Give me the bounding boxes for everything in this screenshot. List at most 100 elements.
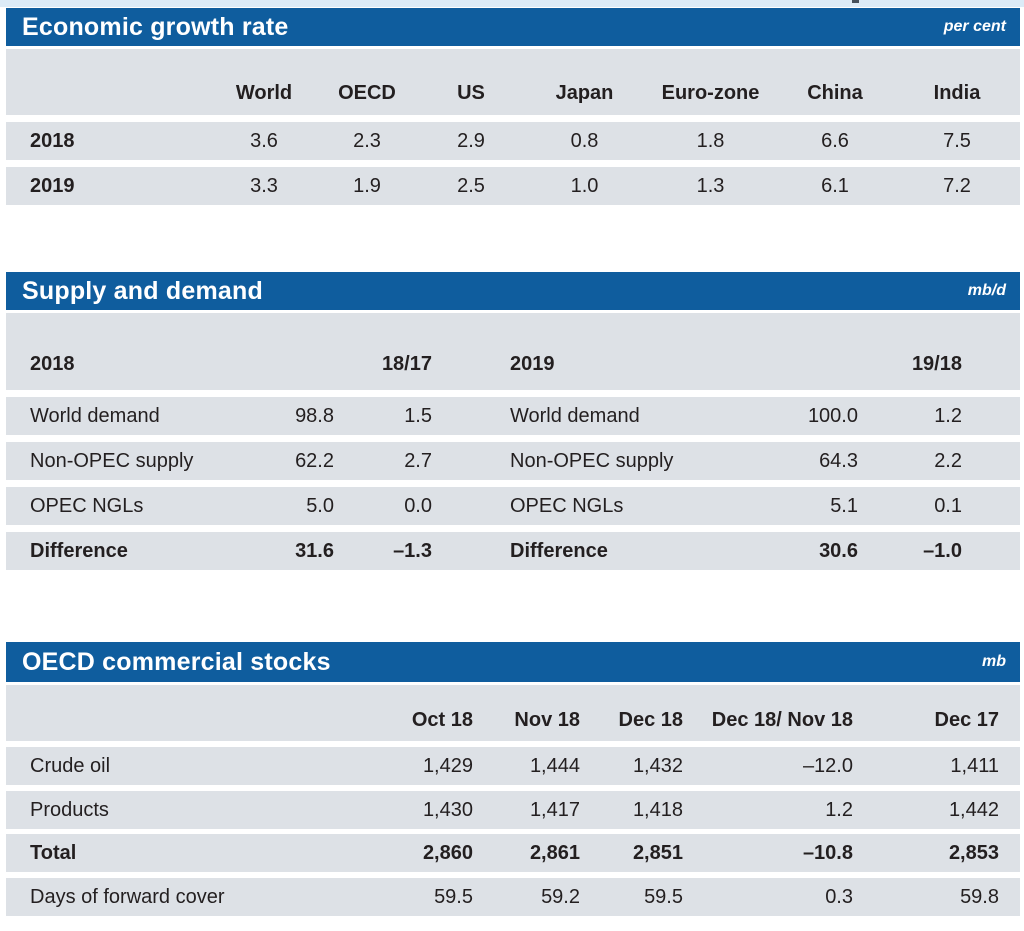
row-label: OPEC NGLs [510,494,624,517]
table-row-2018: 2018 3.6 2.3 2.9 0.8 1.8 6.6 7.5 [6,122,1020,160]
table-unit-label: mb/d [967,282,1006,299]
column-header-row: Oct 18 Nov 18 Dec 18 Dec 18/ Nov 18 Dec … [6,685,1020,741]
table-row-non-opec-supply: Non-OPEC supply 62.2 2.7 Non-OPEC supply… [6,442,1020,480]
cell-dec18-nov18: –12.0 [802,754,853,777]
row-label: Crude oil [30,754,111,777]
table-unit-label: per cent [943,18,1006,35]
economic-growth-table: Economic growth rate per cent World OECD… [6,8,1020,205]
column-header-dec-18: Dec 18 [618,709,684,731]
table-unit-label: mb [982,653,1006,670]
cell-2019-value: 5.1 [830,494,858,517]
cell-2018-value: 31.6 [295,539,334,562]
column-header-oct-18: Oct 18 [411,709,473,731]
cell-india: 7.2 [943,174,971,197]
cell-japan: 1.0 [570,174,599,197]
cell-dec-17: 2,853 [948,841,999,864]
cell-oct-18: 59.5 [434,885,473,908]
table-title: Economic growth rate [22,12,289,41]
cell-19-18-change: 1.2 [934,404,962,427]
column-header-china: China [807,82,863,104]
cell-18-17-change: 2.7 [404,449,432,472]
column-header-india: India [933,82,981,104]
cell-2019-value: 30.6 [819,539,858,562]
supply-demand-header-bar: Supply and demand mb/d [6,272,1020,310]
table-row-crude-oil: Crude oil 1,429 1,444 1,432 –12.0 1,411 [6,747,1020,785]
column-header-row: World OECD US Japan Euro-zone China Indi… [6,49,1020,115]
cell-oct-18: 1,429 [422,754,473,777]
cell-oct-18: 1,430 [422,798,473,821]
supply-demand-table: Supply and demand mb/d 2018 18/17 2019 1… [6,272,1020,570]
row-label: World demand [510,404,640,427]
page-top-margin-strip [0,0,1024,7]
cell-world: 3.6 [250,129,278,152]
row-label: Days of forward cover [30,885,225,908]
column-header-world: World [235,82,293,104]
section-spacer [6,205,1020,272]
cell-dec18-nov18: 1.2 [825,798,853,821]
table-row-products: Products 1,430 1,417 1,418 1.2 1,442 [6,791,1020,829]
cell-2018-value: 5.0 [306,494,334,517]
cell-19-18-change: 0.1 [934,494,962,517]
column-header-dec18-nov18: Dec 18/ Nov 18 [711,709,853,731]
cell-2019-value: 100.0 [807,404,858,427]
table-row-days-forward-cover: Days of forward cover 59.5 59.2 59.5 0.3… [6,878,1020,916]
column-header-year-2018: 2018 [30,353,75,375]
cell-dec-18: 1,418 [632,798,683,821]
cell-dec-17: 59.8 [960,885,999,908]
cell-2018-value: 62.2 [295,449,334,472]
cell-18-17-change: 1.5 [404,404,432,427]
column-header-19-18: 19/18 [911,353,962,375]
column-header-us: US [457,82,485,104]
row-label: OPEC NGLs [30,494,144,517]
row-label: Total [30,841,77,864]
cell-nov-18: 1,417 [529,798,580,821]
cell-dec18-nov18: 0.3 [825,885,853,908]
column-header-oecd: OECD [338,82,396,104]
cell-2018-value: 98.8 [295,404,334,427]
row-label: World demand [30,404,160,427]
cell-nov-18: 2,861 [529,841,580,864]
cell-oct-18: 2,860 [422,841,473,864]
cell-oecd: 2.3 [353,129,381,152]
scan-artifact [852,0,859,3]
cell-china: 6.1 [821,174,849,197]
table-row-total: Total 2,860 2,861 2,851 –10.8 2,853 [6,834,1020,872]
table-row-world-demand: World demand 98.8 1.5 World demand 100.0… [6,397,1020,435]
row-label: Non-OPEC supply [30,449,194,472]
oecd-stocks-table: OECD commercial stocks mb Oct 18 Nov 18 … [6,642,1020,916]
row-label: Products [30,798,109,821]
cell-oecd: 1.9 [353,174,381,197]
cell-nov-18: 59.2 [541,885,580,908]
table-row-2019: 2019 3.3 1.9 2.5 1.0 1.3 6.1 7.2 [6,167,1020,205]
cell-dec-18: 2,851 [632,841,683,864]
cell-nov-18: 1,444 [529,754,580,777]
row-label: 2018 [30,129,75,152]
cell-2019-value: 64.3 [819,449,858,472]
cell-euro-zone: 1.8 [696,129,725,152]
table-row-opec-ngls: OPEC NGLs 5.0 0.0 OPEC NGLs 5.1 0.1 [6,487,1020,525]
row-label: Non-OPEC supply [510,449,674,472]
cell-dec-18: 1,432 [632,754,683,777]
column-header-dec-17: Dec 17 [934,709,1000,731]
cell-19-18-change: 2.2 [934,449,962,472]
cell-dec18-nov18: –10.8 [802,841,853,864]
row-label: 2019 [30,174,75,197]
column-header-euro-zone: Euro-zone [661,82,760,104]
cell-euro-zone: 1.3 [696,174,725,197]
column-header-row: 2018 18/17 2019 19/18 [6,313,1020,390]
cell-19-18-change: –1.0 [923,539,962,562]
cell-us: 2.9 [457,129,485,152]
cell-dec-17: 1,442 [948,798,999,821]
column-header-nov-18: Nov 18 [514,709,580,731]
cell-india: 7.5 [943,129,971,152]
table-title: OECD commercial stocks [22,647,331,676]
table-title: Supply and demand [22,276,263,305]
oecd-stocks-header-bar: OECD commercial stocks mb [6,642,1020,682]
cell-dec-18: 59.5 [644,885,683,908]
section-spacer [6,570,1020,642]
row-label: Difference [30,539,128,562]
cell-dec-17: 1,411 [950,754,999,777]
cell-world: 3.3 [250,174,278,197]
cell-china: 6.6 [821,129,849,152]
column-header-japan: Japan [555,82,614,104]
